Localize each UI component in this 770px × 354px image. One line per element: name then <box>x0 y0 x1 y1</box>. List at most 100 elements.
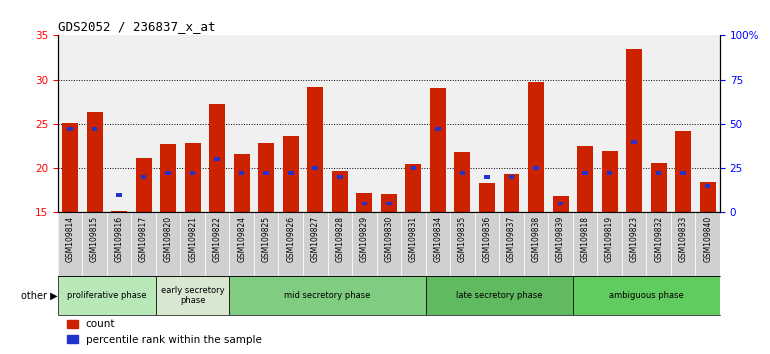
Bar <box>509 175 514 179</box>
Bar <box>288 171 293 176</box>
Text: GSM109817: GSM109817 <box>139 216 148 262</box>
Bar <box>601 152 618 212</box>
Bar <box>607 171 612 176</box>
Text: early secretory
phase: early secretory phase <box>161 286 225 305</box>
Text: GSM109829: GSM109829 <box>360 216 369 262</box>
Text: GSM109818: GSM109818 <box>581 216 590 262</box>
FancyBboxPatch shape <box>58 276 156 315</box>
FancyBboxPatch shape <box>327 212 352 276</box>
FancyBboxPatch shape <box>671 212 695 276</box>
Bar <box>92 127 97 131</box>
Bar <box>504 175 520 212</box>
FancyBboxPatch shape <box>229 276 426 315</box>
Bar <box>656 171 661 176</box>
Bar <box>136 158 152 212</box>
Text: mid secretory phase: mid secretory phase <box>284 291 370 300</box>
FancyBboxPatch shape <box>205 212 229 276</box>
Bar <box>263 171 269 176</box>
FancyBboxPatch shape <box>303 212 327 276</box>
Text: late secretory phase: late secretory phase <box>456 291 543 300</box>
Bar <box>381 194 397 212</box>
FancyBboxPatch shape <box>156 212 180 276</box>
Bar <box>626 48 642 212</box>
Text: GSM109835: GSM109835 <box>458 216 467 262</box>
FancyBboxPatch shape <box>58 212 82 276</box>
FancyBboxPatch shape <box>598 212 622 276</box>
Bar <box>557 201 564 205</box>
FancyBboxPatch shape <box>401 212 426 276</box>
Text: other ▶: other ▶ <box>21 291 58 301</box>
Bar <box>111 211 127 212</box>
Bar <box>313 166 318 170</box>
Text: GSM109837: GSM109837 <box>507 216 516 262</box>
Text: GDS2052 / 236837_x_at: GDS2052 / 236837_x_at <box>58 20 216 33</box>
Bar <box>386 201 392 205</box>
FancyBboxPatch shape <box>279 212 303 276</box>
Bar <box>582 171 588 176</box>
Bar <box>405 164 421 212</box>
Bar <box>160 144 176 212</box>
Text: GSM109830: GSM109830 <box>384 216 393 262</box>
Text: GSM109814: GSM109814 <box>65 216 75 262</box>
Bar <box>332 171 348 212</box>
FancyBboxPatch shape <box>107 212 132 276</box>
Bar <box>362 201 367 205</box>
FancyBboxPatch shape <box>474 212 499 276</box>
FancyBboxPatch shape <box>377 212 401 276</box>
Text: GSM109838: GSM109838 <box>531 216 541 262</box>
Bar <box>258 143 274 212</box>
Text: GSM109823: GSM109823 <box>630 216 638 262</box>
FancyBboxPatch shape <box>426 276 573 315</box>
Bar <box>337 175 343 179</box>
Bar <box>651 163 667 212</box>
Bar <box>234 154 249 212</box>
Bar <box>631 139 637 144</box>
Bar <box>705 184 711 188</box>
FancyBboxPatch shape <box>156 276 229 315</box>
Text: GSM109840: GSM109840 <box>703 216 712 262</box>
Bar <box>479 183 495 212</box>
Text: GSM109825: GSM109825 <box>262 216 271 262</box>
Bar <box>410 166 416 170</box>
Bar <box>435 127 440 131</box>
Bar <box>86 113 102 212</box>
FancyBboxPatch shape <box>254 212 279 276</box>
Text: GSM109834: GSM109834 <box>434 216 443 262</box>
Bar <box>430 88 446 212</box>
Text: GSM109826: GSM109826 <box>286 216 295 262</box>
Text: GSM109839: GSM109839 <box>556 216 565 262</box>
Text: GSM109836: GSM109836 <box>483 216 491 262</box>
Bar <box>454 152 470 212</box>
Text: GSM109831: GSM109831 <box>409 216 418 262</box>
FancyBboxPatch shape <box>132 212 156 276</box>
FancyBboxPatch shape <box>573 276 720 315</box>
Bar <box>675 131 691 212</box>
FancyBboxPatch shape <box>180 212 205 276</box>
Bar <box>681 171 686 176</box>
Text: GSM109828: GSM109828 <box>335 216 344 262</box>
Bar <box>116 193 122 197</box>
Text: GSM109820: GSM109820 <box>163 216 172 262</box>
Bar <box>62 123 78 212</box>
Bar <box>185 143 201 212</box>
Text: GSM109827: GSM109827 <box>311 216 320 262</box>
Bar <box>307 87 323 212</box>
FancyBboxPatch shape <box>229 212 254 276</box>
Bar <box>553 195 568 212</box>
Text: GSM109824: GSM109824 <box>237 216 246 262</box>
Bar <box>357 193 373 212</box>
Text: GSM109821: GSM109821 <box>188 216 197 262</box>
Bar <box>141 175 146 179</box>
Bar <box>239 171 245 176</box>
Text: GSM109816: GSM109816 <box>115 216 123 262</box>
Text: GSM109832: GSM109832 <box>654 216 663 262</box>
FancyBboxPatch shape <box>499 212 524 276</box>
Text: GSM109833: GSM109833 <box>678 216 688 262</box>
Bar <box>166 171 171 176</box>
FancyBboxPatch shape <box>82 212 107 276</box>
Text: proliferative phase: proliferative phase <box>67 291 146 300</box>
FancyBboxPatch shape <box>695 212 720 276</box>
FancyBboxPatch shape <box>524 212 548 276</box>
Bar <box>214 157 220 161</box>
FancyBboxPatch shape <box>573 212 598 276</box>
